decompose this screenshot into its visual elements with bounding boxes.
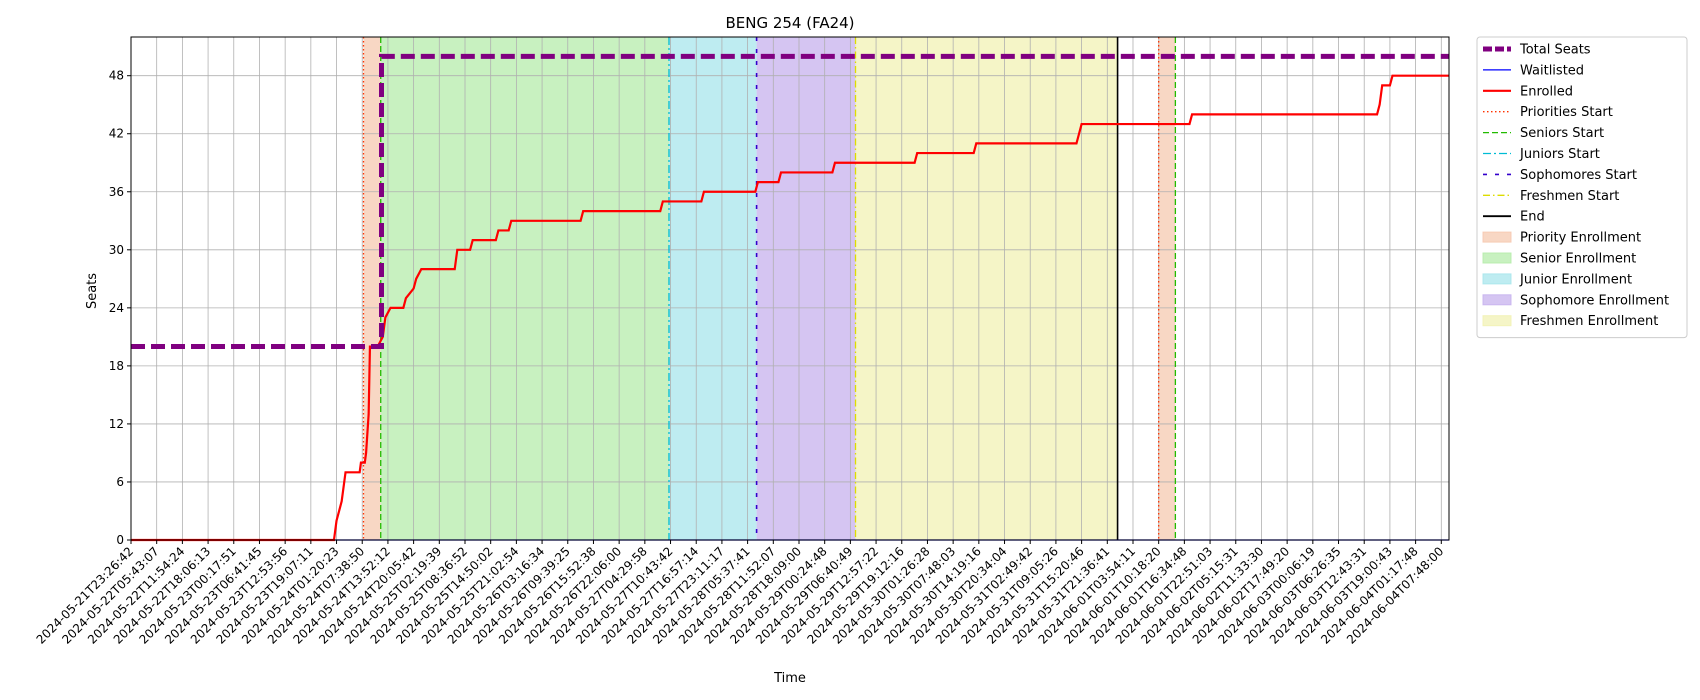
span-priority-enrollment-1 (1158, 37, 1176, 540)
legend-label-priorities-start: Priorities Start (1520, 105, 1613, 120)
legend-label-priority-enrollment: Priority Enrollment (1520, 231, 1641, 246)
y-tick-label-0: 0 (116, 533, 124, 547)
span-junior-enrollment-0 (668, 37, 757, 540)
legend-swatch-senior-enrollment (1482, 252, 1512, 264)
y-tick-label-2: 12 (109, 417, 124, 431)
legend-swatch-priority-enrollment (1482, 231, 1512, 243)
y-tick-label-6: 36 (109, 185, 124, 199)
legend-item-waitlisted: Waitlisted (1483, 63, 1584, 78)
plot-frame (130, 36, 1450, 541)
legend-label-sophomores-start: Sophomores Start (1520, 168, 1637, 183)
y-axis-ticks: 0 6 12 18 24 30 36 42 48 (109, 69, 131, 547)
series-total-seats (131, 53, 1449, 350)
legend-item-freshmen-start: Freshmen Start (1483, 189, 1619, 204)
span-sophomore-enrollment-0 (756, 37, 856, 540)
legend-item-junior-enrollment: Junior Enrollment (1482, 272, 1632, 287)
legend-label-total-seats: Total Seats (1519, 43, 1591, 58)
legend-item-enrolled: Enrolled (1483, 84, 1573, 99)
series-enrolled (131, 74, 1449, 542)
legend: Total Seats Waitlisted Enrolled Priorities … (1476, 36, 1688, 339)
span-senior-enrollment-0 (380, 37, 669, 540)
x-axis-title: Time (773, 671, 806, 686)
legend-label-enrolled: Enrolled (1520, 84, 1573, 99)
legend-box (1476, 36, 1688, 339)
chart-title: BENG 254 (FA24) (725, 14, 854, 32)
legend-item-senior-enrollment: Senior Enrollment (1482, 252, 1636, 267)
legend-item-sophomores-start: Sophomores Start (1483, 168, 1637, 183)
legend-item-juniors-start: Juniors Start (1483, 147, 1600, 162)
legend-label-seniors-start: Seniors Start (1520, 126, 1604, 141)
legend-swatch-sophomore-enrollment (1482, 294, 1512, 306)
legend-item-priority-enrollment: Priority Enrollment (1482, 231, 1641, 246)
legend-swatch-freshmen-enrollment (1482, 315, 1512, 327)
legend-label-senior-enrollment: Senior Enrollment (1520, 252, 1636, 267)
grid (130, 37, 1449, 541)
legend-label-freshmen-enrollment: Freshmen Enrollment (1520, 314, 1658, 329)
legend-label-freshmen-start: Freshmen Start (1520, 189, 1619, 204)
legend-swatch-junior-enrollment (1482, 273, 1512, 285)
span-priority-enrollment-0 (363, 37, 381, 540)
y-tick-label-3: 18 (109, 359, 124, 373)
legend-label-end: End (1520, 210, 1545, 225)
y-tick-label-5: 30 (109, 243, 124, 257)
legend-item-total-seats: Total Seats (1483, 43, 1591, 58)
legend-item-end: End (1483, 210, 1545, 225)
legend-item-priorities-start: Priorities Start (1483, 105, 1613, 120)
legend-item-seniors-start: Seniors Start (1483, 126, 1604, 141)
y-tick-label-8: 48 (109, 69, 124, 83)
legend-item-sophomore-enrollment: Sophomore Enrollment (1482, 293, 1669, 308)
y-tick-label-4: 24 (109, 301, 124, 315)
legend-label-waitlisted: Waitlisted (1520, 63, 1584, 78)
enrollment-periods (363, 37, 1176, 540)
legend-label-juniors-start: Juniors Start (1519, 147, 1600, 162)
legend-item-freshmen-enrollment: Freshmen Enrollment (1482, 314, 1658, 329)
legend-label-junior-enrollment: Junior Enrollment (1519, 272, 1632, 287)
y-axis-title: Seats (85, 273, 100, 309)
y-tick-label-1: 6 (116, 475, 124, 489)
span-freshmen-enrollment-0 (855, 37, 1118, 540)
phase-start-lines (362, 37, 1177, 540)
x-axis-ticks: 2024-05-21T23:26:422024-05-22T05:43:0720… (34, 540, 1446, 647)
y-tick-label-7: 42 (109, 127, 124, 141)
legend-label-sophomore-enrollment: Sophomore Enrollment (1520, 293, 1669, 308)
